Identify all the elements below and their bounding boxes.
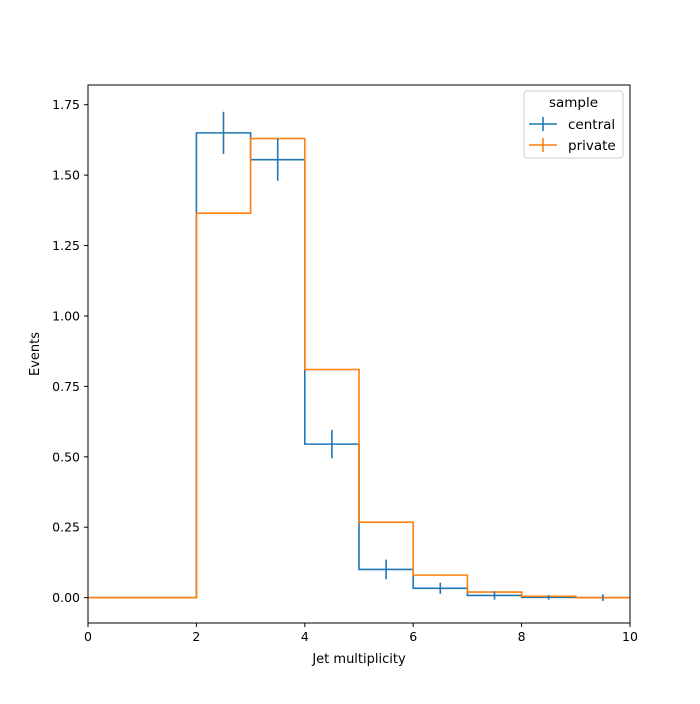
x-tick-label-2: 4 — [301, 629, 309, 644]
y-tick-label-5: 1.25 — [52, 238, 80, 253]
y-tick-label-6: 1.50 — [52, 168, 80, 183]
legend-private-label: private — [568, 138, 616, 154]
axes-frame — [87, 84, 631, 624]
y-tick-label-1: 0.25 — [52, 520, 80, 535]
x-tick-label-1: 2 — [192, 629, 200, 644]
series-central-step-line — [88, 132, 630, 599]
series-private-step-line — [88, 137, 630, 599]
y-tick-label-0: 0.00 — [52, 590, 80, 605]
x-axis-label: Jet multiplicity — [311, 652, 406, 667]
legend-central-label: central — [568, 117, 615, 133]
legend-box — [523, 90, 624, 159]
y-tick-label-3: 0.75 — [52, 379, 80, 394]
y-axis-label: Events — [28, 332, 43, 376]
legend-title: sample — [549, 95, 598, 111]
y-tick-label-7: 1.75 — [52, 97, 80, 112]
y-tick-label-4: 1.00 — [52, 308, 80, 323]
x-tick-label-5: 10 — [622, 629, 638, 644]
legend: sample central private — [523, 90, 624, 159]
x-tick-label-0: 0 — [84, 629, 92, 644]
y-tick-label-2: 0.50 — [52, 449, 80, 464]
x-tick-label-3: 6 — [409, 629, 417, 644]
plot-content — [88, 111, 630, 602]
axes: 0 2 4 6 8 10 0.00 0.25 0.50 0.75 1.00 1.25 1.50 1.75 — [52, 84, 638, 644]
x-tick-label-4: 8 — [518, 629, 526, 644]
